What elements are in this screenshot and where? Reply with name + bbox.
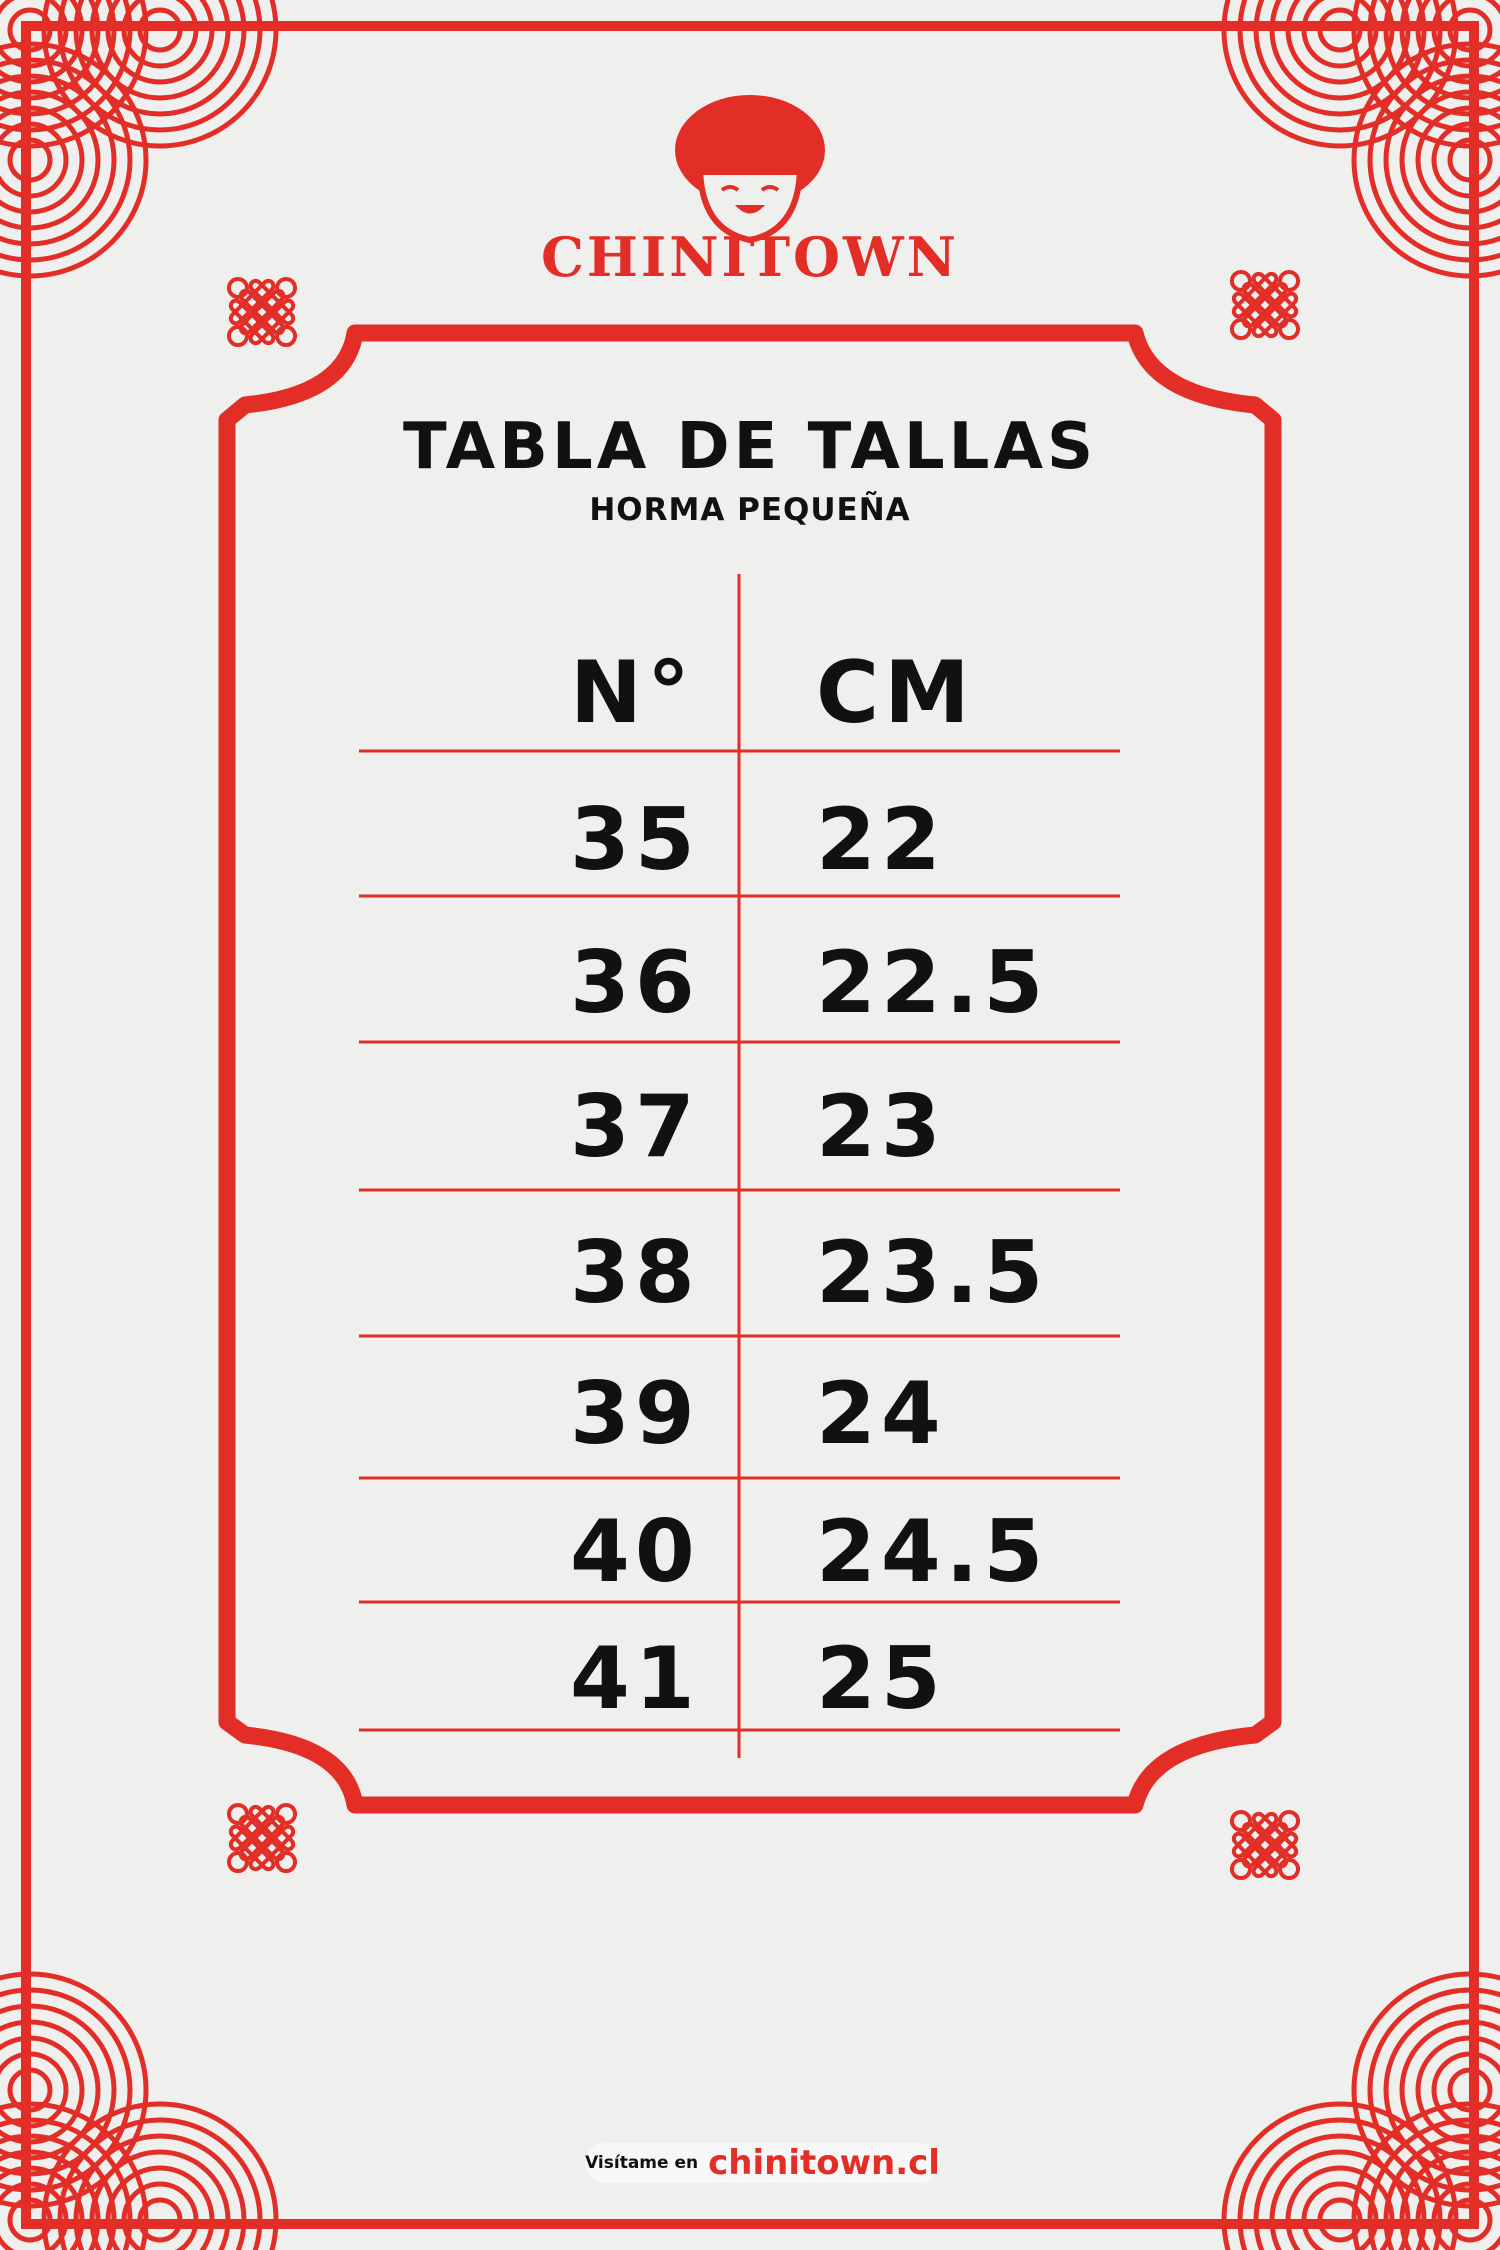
cell-size: 35 — [570, 790, 700, 890]
endless-knot-icon — [1229, 269, 1301, 341]
cell-cm: 23.5 — [816, 1223, 1049, 1323]
cell-size: 37 — [570, 1077, 700, 1177]
page-subtitle: HORMA PEQUEÑA — [589, 492, 911, 528]
cell-size: 38 — [570, 1223, 700, 1323]
page-title: TABLA DE TALLAS — [402, 410, 1098, 484]
cell-cm: 23 — [816, 1077, 946, 1177]
endless-knot-icon — [226, 276, 298, 348]
table-frame — [218, 324, 1282, 1814]
cell-cm: 25 — [816, 1629, 946, 1729]
cell-cm: 24 — [816, 1364, 946, 1464]
header-cm: CM — [816, 643, 975, 743]
cell-size: 41 — [570, 1629, 700, 1729]
footer-prefix: Visítame en — [585, 2153, 699, 2173]
cell-cm: 22.5 — [816, 933, 1049, 1033]
cell-cm: 24.5 — [816, 1502, 1049, 1602]
endless-knot-icon — [226, 1802, 298, 1874]
footer-badge: Visítame en chinitown.cl — [585, 2143, 940, 2183]
brand-logo: CHINITOWN — [540, 225, 960, 289]
cell-size: 40 — [570, 1502, 700, 1602]
header-number: N° — [570, 643, 695, 743]
footer-link[interactable]: chinitown.cl — [708, 2143, 940, 2183]
endless-knot-icon — [1229, 1809, 1301, 1881]
cell-size: 39 — [570, 1364, 700, 1464]
logo-face-icon — [675, 95, 825, 244]
cell-cm: 22 — [816, 790, 946, 890]
cell-size: 36 — [570, 933, 700, 1033]
